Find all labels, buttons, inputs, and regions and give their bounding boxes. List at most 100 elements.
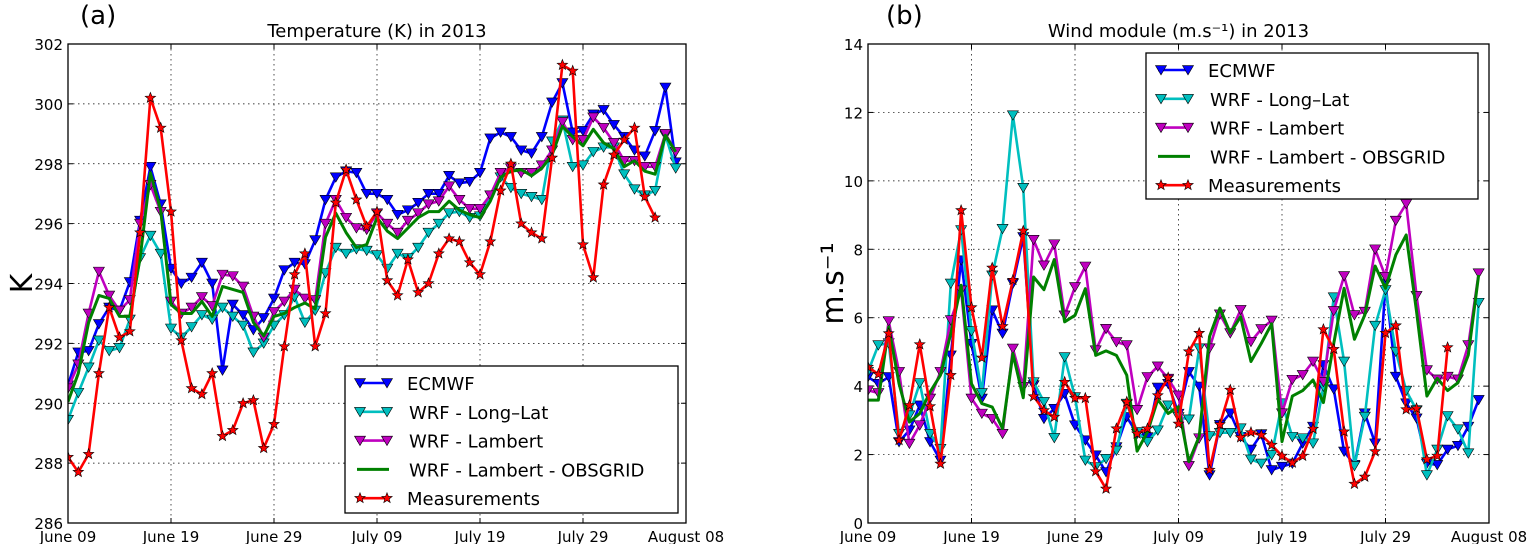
x-tick-label: June 09 [39, 528, 97, 544]
legend-label: WRF - Long–Lat [409, 403, 548, 424]
data-point [422, 199, 435, 210]
data-point [1224, 408, 1237, 419]
data-point [1079, 455, 1092, 466]
data-point [597, 178, 610, 190]
data-point [185, 381, 198, 394]
data-point [903, 438, 916, 450]
series-line [68, 124, 677, 403]
data-point [1079, 391, 1092, 404]
data-point [412, 208, 425, 219]
data-point [1048, 239, 1061, 250]
data-point [288, 257, 301, 269]
legend-item: WRF - Lambert - OBSGRID [1158, 147, 1445, 168]
data-point [1389, 215, 1402, 227]
y-tick-label: 12 [844, 104, 863, 122]
data-point [882, 316, 895, 327]
data-point [391, 209, 404, 221]
data-point [1265, 450, 1278, 461]
legend-marker [1154, 122, 1168, 134]
data-point [892, 433, 906, 446]
data-point [944, 278, 957, 290]
data-point [525, 191, 538, 203]
data-point [913, 378, 926, 389]
legend-marker [353, 491, 367, 504]
data-point [381, 194, 394, 206]
legend-marker [1181, 178, 1195, 191]
legend-label: Measurements [407, 489, 540, 510]
data-point [1120, 395, 1133, 408]
data-point [1151, 361, 1164, 372]
data-point [649, 211, 662, 223]
data-point [123, 325, 136, 337]
data-point [154, 248, 167, 260]
data-point [473, 268, 487, 280]
data-point [638, 151, 651, 162]
panel-label: (b) [886, 1, 923, 31]
x-tick-label: July 09 [351, 528, 403, 544]
data-point [103, 301, 116, 313]
data-point [247, 347, 260, 358]
data-point [422, 277, 435, 289]
data-point [484, 235, 497, 247]
x-tick-label: June 29 [1046, 528, 1104, 544]
series-line [868, 233, 1481, 464]
data-point [1400, 199, 1413, 210]
data-point [1006, 343, 1019, 355]
data-point [391, 248, 404, 260]
data-point [247, 393, 260, 406]
data-point [92, 266, 105, 278]
data-point [370, 250, 384, 261]
data-point [1400, 403, 1413, 415]
data-point [103, 346, 116, 357]
data-point [340, 163, 353, 175]
data-point [944, 368, 957, 381]
data-point [432, 196, 445, 207]
data-point [360, 188, 373, 200]
data-point [996, 224, 1009, 235]
data-point [1151, 425, 1164, 436]
y-tick-label: 286 [34, 515, 63, 533]
data-point [1100, 453, 1113, 465]
data-point [1307, 438, 1320, 449]
data-point [1182, 414, 1195, 425]
data-point [515, 188, 528, 200]
data-point [237, 396, 250, 409]
data-point [996, 319, 1009, 332]
legend-marker [1154, 65, 1168, 76]
data-point [401, 215, 414, 227]
x-tick-label: June 19 [942, 528, 1000, 544]
data-point [68, 415, 75, 426]
data-point [82, 447, 95, 460]
data-point [68, 450, 75, 463]
data-point [587, 112, 600, 123]
data-point [134, 226, 147, 238]
data-point [955, 203, 968, 216]
data-point [484, 133, 497, 144]
data-point [473, 168, 487, 179]
data-point [381, 274, 394, 286]
data-point [556, 117, 569, 128]
y-tick-label: 302 [34, 36, 63, 54]
data-point [1441, 341, 1454, 353]
wind-chart: 0 2 4 6 8 10 12 14 June 09 June 19 June 29 July 09 J… [816, 1, 1527, 546]
data-point [1017, 183, 1030, 194]
data-point [278, 296, 291, 308]
data-point [473, 203, 487, 215]
data-point [566, 64, 579, 77]
data-point [659, 82, 672, 93]
data-point [1213, 418, 1226, 430]
data-point [494, 127, 507, 138]
data-point [175, 334, 188, 346]
data-point [1151, 382, 1164, 394]
data-point [360, 245, 373, 257]
data-point [267, 293, 281, 305]
data-point [1162, 400, 1175, 411]
y-tick-label: 292 [34, 335, 63, 353]
data-point [996, 328, 1009, 339]
data-point [1348, 310, 1361, 321]
data-point [453, 178, 466, 189]
data-point [350, 193, 363, 205]
data-point [1017, 224, 1030, 237]
data-point [1317, 322, 1330, 335]
